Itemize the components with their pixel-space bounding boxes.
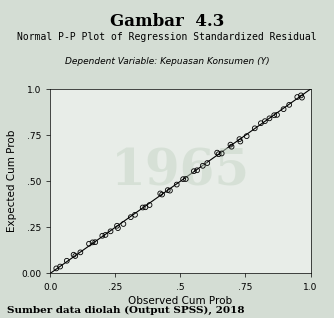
Point — [54, 266, 59, 271]
Point — [183, 176, 188, 182]
Point — [174, 182, 179, 187]
Point — [287, 102, 292, 107]
Point — [165, 188, 170, 193]
Point — [100, 233, 105, 238]
Point — [114, 223, 120, 228]
Point — [57, 264, 63, 269]
Point — [121, 221, 126, 226]
Text: Normal P-P Plot of Regression Standardized Residual: Normal P-P Plot of Regression Standardiz… — [17, 32, 317, 42]
Point — [229, 144, 234, 149]
Point — [64, 258, 69, 263]
Point — [115, 225, 121, 231]
Point — [108, 229, 113, 234]
Point — [281, 107, 286, 112]
Point — [103, 232, 108, 238]
Point — [180, 176, 186, 182]
Point — [147, 203, 152, 208]
Point — [159, 192, 165, 197]
Point — [140, 205, 145, 210]
Point — [194, 168, 200, 173]
Text: Gambar  4.3: Gambar 4.3 — [110, 13, 224, 30]
Point — [262, 119, 268, 124]
Text: 1965: 1965 — [111, 148, 250, 197]
Point — [71, 252, 76, 257]
Text: Dependent Variable: Kepuasan Konsumen (Y): Dependent Variable: Kepuasan Konsumen (Y… — [65, 57, 269, 66]
Point — [87, 241, 92, 246]
Point — [93, 240, 98, 245]
Point — [267, 116, 272, 121]
Point — [258, 121, 264, 126]
Point — [200, 163, 205, 168]
Point — [219, 151, 224, 156]
Point — [237, 137, 242, 142]
Y-axis label: Expected Cum Prob: Expected Cum Prob — [7, 130, 17, 232]
Point — [78, 250, 83, 255]
Point — [214, 150, 220, 155]
Point — [72, 253, 78, 259]
Point — [143, 205, 148, 210]
Point — [298, 93, 304, 98]
Point — [167, 188, 173, 193]
X-axis label: Observed Cum Prob: Observed Cum Prob — [128, 296, 232, 306]
Point — [158, 191, 163, 196]
Point — [244, 134, 249, 139]
Point — [90, 240, 95, 245]
Point — [228, 142, 233, 147]
Point — [274, 112, 280, 117]
Point — [299, 95, 305, 100]
Point — [252, 126, 258, 131]
Point — [272, 113, 277, 118]
Point — [132, 212, 138, 217]
Point — [295, 94, 300, 100]
Point — [191, 169, 196, 174]
Text: Sumber data diolah (Output SPSS), 2018: Sumber data diolah (Output SPSS), 2018 — [7, 306, 244, 315]
Point — [238, 139, 243, 144]
Point — [216, 152, 221, 157]
Point — [128, 215, 134, 220]
Point — [205, 161, 210, 166]
